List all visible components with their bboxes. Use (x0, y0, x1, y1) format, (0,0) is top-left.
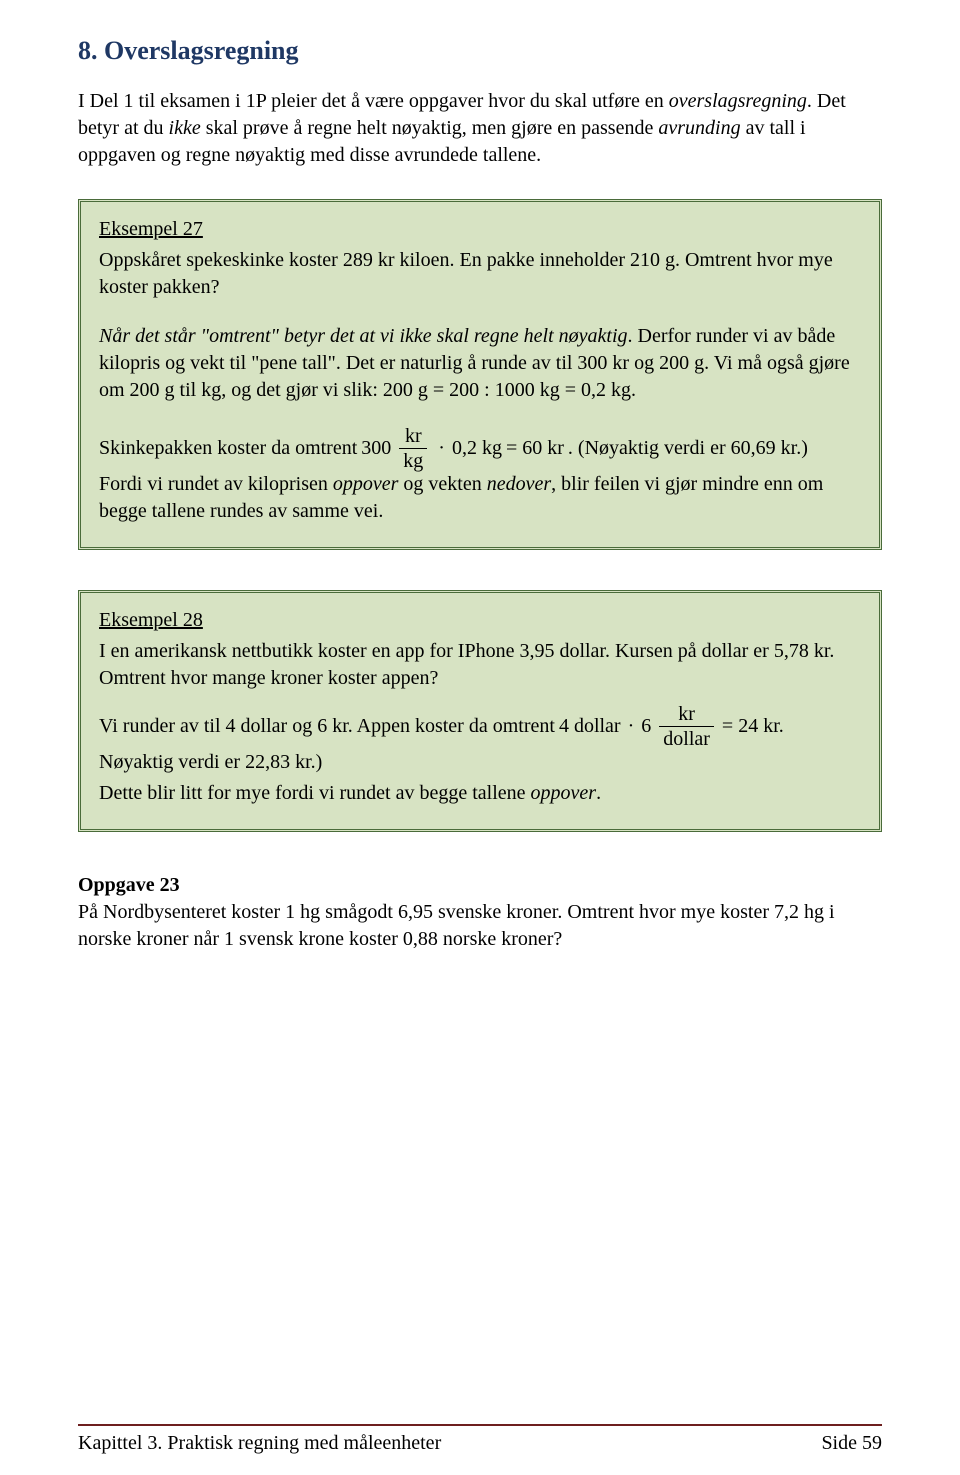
italic-text: oppover (333, 473, 399, 495)
formula-lead: Vi runder av til 4 dollar og 6 kr. Appen… (99, 713, 555, 740)
text: I Del 1 til eksamen i 1P pleier det å væ… (78, 90, 669, 112)
fraction-denominator: kg (399, 448, 427, 471)
multiply-dot: · (625, 713, 638, 740)
italic-text: Når det står "omtrent" betyr det at vi i… (99, 325, 628, 347)
task-23-block: Oppgave 23 På Nordbysenteret koster 1 hg… (78, 872, 882, 953)
text: Dette blir litt for mye fordi vi rundet … (99, 782, 531, 804)
multiply-dot: · (435, 435, 448, 462)
example-28-box: Eksempel 28 I en amerikansk nettbutikk k… (78, 590, 882, 832)
example-question: I en amerikansk nettbutikk koster en app… (99, 638, 861, 692)
formula-line: Vi runder av til 4 dollar og 6 kr. Appen… (99, 704, 861, 749)
formula-result: = 24 kr. (722, 713, 784, 740)
formula-lead: Skinkepakken koster da omtrent (99, 435, 357, 462)
example-title: Eksempel 28 (99, 609, 203, 631)
example-27-box: Eksempel 27 Oppskåret spekeskinke koster… (78, 199, 882, 550)
page-footer: Kapittel 3. Praktisk regning med måleenh… (78, 1424, 882, 1455)
example-conclusion: Dette blir litt for mye fordi vi rundet … (99, 780, 861, 807)
italic-text: nedover (487, 473, 551, 495)
fraction-denominator: dollar (659, 726, 714, 749)
text: . (596, 782, 601, 804)
fraction-numerator: kr (674, 704, 699, 726)
example-note: Nøyaktig verdi er 22,83 kr.) (99, 749, 861, 776)
footer-right: Side 59 (821, 1432, 882, 1455)
formula-line: Skinkepakken koster da omtrent 300 kr kg… (99, 426, 861, 471)
example-question: Oppskåret spekeskinke koster 289 kr kilo… (99, 247, 861, 301)
example-conclusion: Fordi vi rundet av kiloprisen oppover og… (99, 471, 861, 525)
text: skal prøve å regne helt nøyaktig, men gj… (201, 117, 659, 139)
formula-value: 4 dollar (559, 713, 621, 740)
section-heading: 8. Overslagsregning (78, 36, 882, 66)
formula-value: 0,2 kg (452, 435, 502, 462)
italic-text: ikke (169, 117, 201, 139)
formula-value: 6 (641, 713, 651, 740)
example-title: Eksempel 27 (99, 218, 203, 240)
formula-value: 300 (361, 435, 391, 462)
formula-result: = 60 kr (506, 435, 564, 462)
task-title: Oppgave 23 (78, 872, 882, 899)
intro-block: I Del 1 til eksamen i 1P pleier det å væ… (78, 88, 882, 169)
italic-text: avrunding (658, 117, 740, 139)
fraction: kr kg (399, 426, 427, 471)
task-question: På Nordbysenteret koster 1 hg smågodt 6,… (78, 899, 882, 953)
fraction-numerator: kr (401, 426, 426, 448)
fraction: kr dollar (659, 704, 714, 749)
intro-paragraph: I Del 1 til eksamen i 1P pleier det å væ… (78, 88, 882, 169)
footer-left: Kapittel 3. Praktisk regning med måleenh… (78, 1432, 441, 1455)
example-explain: Når det står "omtrent" betyr det at vi i… (99, 323, 861, 404)
text: Fordi vi rundet av kiloprisen (99, 473, 333, 495)
formula-note: . (Nøyaktig verdi er 60,69 kr.) (568, 435, 808, 462)
page: 8. Overslagsregning I Del 1 til eksamen … (0, 0, 960, 1475)
text: og vekten (398, 473, 486, 495)
italic-text: overslagsregning (669, 90, 807, 112)
italic-text: oppover (531, 782, 597, 804)
footer-divider (78, 1424, 882, 1426)
